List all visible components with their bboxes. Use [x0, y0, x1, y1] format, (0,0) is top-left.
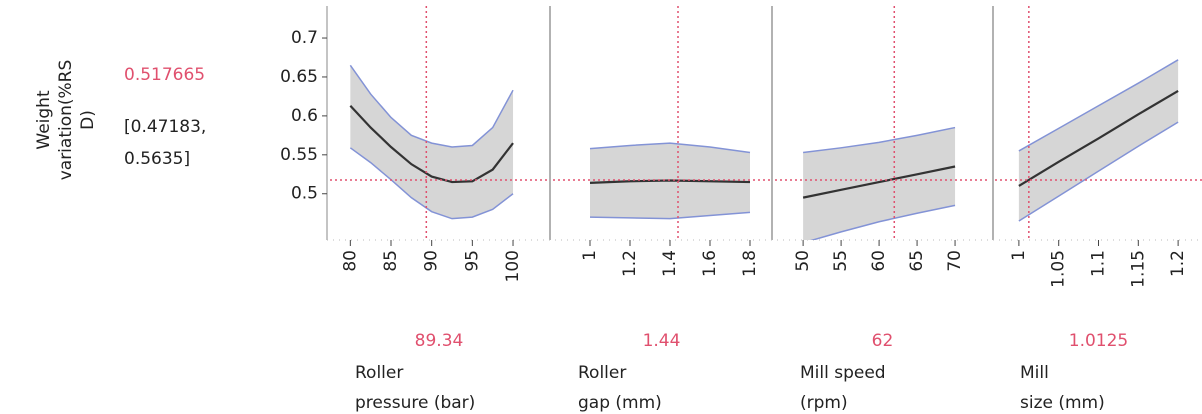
x-tick-label: 60 — [869, 250, 889, 272]
band-edge — [1018, 121, 1179, 222]
band-edge — [810, 204, 956, 240]
panel — [553, 6, 770, 240]
ci-label: 0.5635] — [124, 149, 190, 169]
x-label: size (mm) — [1020, 393, 1105, 413]
current-x-value: 1.44 — [643, 331, 681, 351]
y-tick-label: 0.7 — [291, 28, 318, 48]
band-edge — [349, 64, 514, 148]
x-tick-label: 1.05 — [1049, 250, 1069, 288]
x-label: Mill — [1020, 363, 1049, 383]
y-tick-label: 0.65 — [280, 67, 318, 87]
x-tick-label: 1.1 — [1089, 250, 1109, 277]
x-tick-label: 1.2 — [620, 250, 640, 277]
x-tick-label: 1 — [580, 250, 600, 261]
x-label: gap (mm) — [578, 393, 662, 413]
y-tick-label: 0.5 — [291, 184, 318, 204]
prediction-line — [1018, 90, 1179, 187]
confidence-band — [350, 65, 514, 219]
x-tick-label: 1.8 — [740, 250, 760, 277]
x-tick-label: 80 — [340, 250, 360, 272]
band-edge — [349, 147, 514, 220]
confidence-band — [1018, 59, 1179, 221]
x-tick-label: 100 — [503, 250, 523, 282]
panel — [995, 6, 1202, 240]
y-label: variation(%RS — [56, 60, 76, 181]
y-tick-label: 0.6 — [291, 106, 318, 126]
current-x-value: 1.0125 — [1069, 331, 1128, 351]
prediction-value: 0.517665 — [124, 65, 205, 85]
band-edge — [1018, 59, 1179, 152]
y-label: Weight — [34, 90, 54, 150]
x-tick-label: 55 — [831, 250, 851, 272]
x-tick-label: 90 — [422, 250, 442, 272]
x-tick-label: 1.15 — [1128, 250, 1148, 288]
y-label-group: Weight variation(%RS D) — [34, 60, 98, 181]
x-label: Roller — [578, 363, 626, 383]
x-tick-label: 1.6 — [700, 250, 720, 277]
y-tick-label: 0.55 — [280, 145, 318, 165]
x-label: Roller — [355, 363, 403, 383]
band-edge — [589, 211, 751, 220]
current-x-value: 89.34 — [415, 331, 464, 351]
confidence-band — [803, 127, 956, 240]
current-x-value: 62 — [872, 331, 894, 351]
prediction-line — [349, 105, 514, 184]
x-label: pressure (bar) — [355, 393, 475, 413]
x-label: Mill speed — [800, 363, 886, 383]
panel — [775, 6, 990, 240]
x-tick-label: 1.2 — [1168, 250, 1188, 277]
y-label: D) — [78, 110, 98, 130]
x-tick-label: 50 — [793, 250, 813, 272]
x-tick-label: 85 — [381, 250, 401, 272]
ci-label: [0.47183, — [124, 117, 206, 137]
x-tick-label: 95 — [462, 250, 482, 272]
x-label: (rpm) — [800, 393, 848, 413]
band-edge — [803, 126, 956, 154]
x-tick-label: 1 — [1009, 250, 1029, 261]
prediction-line — [802, 165, 956, 199]
x-tick-label: 1.4 — [660, 250, 680, 277]
x-tick-label: 70 — [945, 250, 965, 272]
panel — [330, 6, 548, 240]
band-edge — [589, 142, 751, 154]
x-tick-label: 65 — [907, 250, 927, 272]
